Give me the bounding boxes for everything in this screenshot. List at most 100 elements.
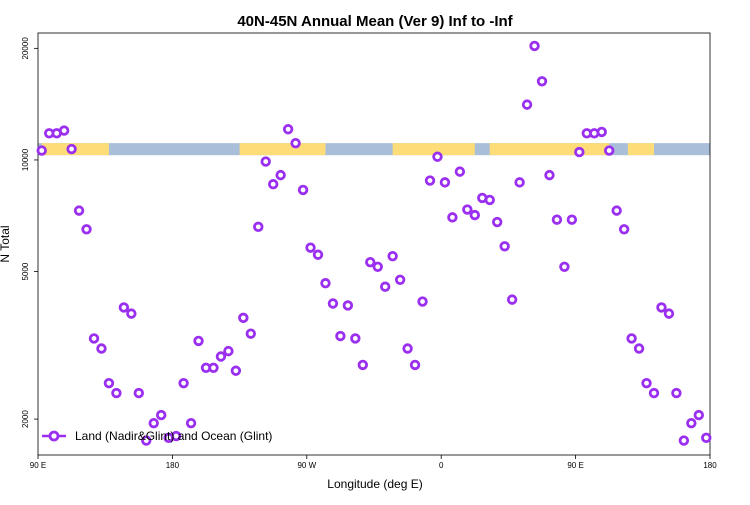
data-point (618, 224, 630, 235)
data-point (275, 169, 286, 181)
data-point (417, 296, 428, 307)
data-point (81, 224, 92, 235)
data-point (574, 146, 585, 158)
data-point (521, 99, 533, 110)
data-point (223, 345, 234, 357)
data-point (170, 430, 182, 442)
y-axis-label: N Total (0, 225, 12, 262)
y-axis: 2000 5000 10000 20000 (21, 37, 38, 428)
data-point (126, 308, 137, 319)
data-point (155, 409, 167, 421)
legend-marker (48, 430, 60, 442)
data-point (686, 417, 697, 429)
data-point (118, 302, 130, 313)
data-point (656, 302, 667, 313)
data-point (58, 125, 70, 136)
x-tick-label: 90 E (30, 461, 46, 470)
data-point (641, 377, 652, 389)
data-point (148, 417, 159, 429)
data-point (88, 333, 100, 344)
data-point (454, 166, 466, 177)
x-tick-label: 90 W (297, 461, 316, 470)
data-point (305, 242, 316, 253)
data-point (663, 308, 675, 319)
data-point (141, 435, 152, 446)
x-tick-label: 180 (166, 461, 180, 470)
data-point (506, 294, 518, 305)
data-point (365, 256, 376, 268)
land-segment-3 (489, 143, 610, 156)
data-point (626, 333, 637, 344)
data-point (492, 216, 503, 228)
data-point (693, 409, 704, 421)
y-tick-label: 2000 (21, 410, 30, 428)
x-axis: 90 E 180 90 W 0 90 E 180 (30, 455, 717, 470)
data-point (178, 377, 189, 389)
data-point (536, 76, 548, 87)
data-point (268, 179, 279, 190)
y-tick-label: 10000 (21, 148, 30, 171)
data-point (282, 124, 294, 135)
land-segment-4 (627, 143, 654, 156)
data-point (335, 330, 346, 342)
data-point (193, 335, 204, 347)
data-point (439, 177, 451, 188)
data-point (320, 278, 331, 289)
data-point (559, 261, 570, 272)
data-point (111, 387, 122, 399)
data-point (551, 214, 563, 225)
data-point (96, 343, 107, 354)
data-point (238, 312, 249, 324)
data-point (596, 126, 607, 138)
data-point (327, 298, 339, 309)
data-point (499, 241, 510, 252)
data-point (290, 137, 301, 149)
legend-label: Land (Nadir&Glint) and Ocean (Glint) (75, 429, 272, 443)
data-point (245, 328, 256, 339)
data-point (544, 169, 555, 181)
x-tick-label: 180 (703, 461, 717, 470)
data-point (357, 359, 368, 371)
land-segment-1 (239, 143, 326, 156)
legend: Land (Nadir&Glint) and Ocean (Glint) (42, 429, 272, 443)
data-point (604, 145, 615, 156)
land-segment-2 (392, 143, 475, 156)
x-axis-label: Longitude (deg E) (327, 477, 422, 491)
plot-frame (37, 32, 711, 456)
data-point (350, 333, 361, 344)
data-point (469, 209, 480, 221)
data-point (462, 204, 473, 215)
data-point (402, 343, 413, 354)
x-tick-label: 0 (439, 461, 444, 470)
data-point (36, 145, 47, 156)
data-point (566, 214, 578, 225)
data-point (297, 184, 309, 196)
data-point (409, 359, 421, 371)
data-point (260, 156, 271, 167)
data-point (372, 261, 383, 272)
data-point (253, 221, 264, 233)
data-point (701, 432, 712, 444)
data-point (678, 435, 690, 446)
x-tick-label: 90 E (567, 461, 583, 470)
data-point (529, 40, 540, 52)
chart-title: 40N-45N Annual Mean (Ver 9) Inf to -Inf (237, 13, 513, 30)
data-point (342, 300, 354, 311)
data-point (633, 343, 645, 354)
data-point (185, 417, 197, 429)
land-mask-band (38, 143, 710, 156)
data-point (312, 249, 324, 260)
data-point (514, 177, 525, 188)
data-point (208, 362, 219, 374)
data-point (432, 151, 443, 162)
data-point (394, 274, 406, 286)
data-point (103, 377, 115, 389)
data-point (671, 387, 682, 399)
data-point (66, 143, 77, 155)
data-point (424, 175, 436, 186)
data-point (230, 365, 242, 376)
data-point (380, 281, 391, 292)
